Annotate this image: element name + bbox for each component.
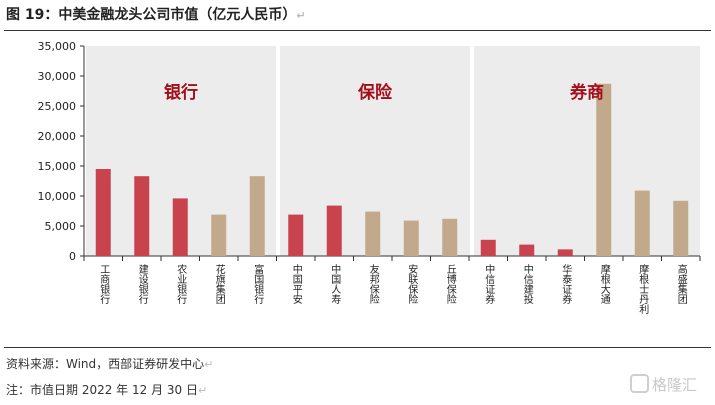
bar-华泰证券 [557,249,573,256]
group-label: 保险 [357,82,393,103]
bar-摩根大通 [596,83,612,256]
y-tick-label: 10,000 [38,190,77,203]
y-tick-label: 20,000 [38,130,77,143]
category-label: 中国人寿 [329,263,341,304]
bar-中信证券 [480,239,496,256]
category-label: 中信建投 [521,263,533,305]
category-label: 中国平安 [290,263,302,305]
date-note: 注：市值日期 2022 年 12 月 30 日↵ [6,383,208,397]
group-label: 券商 [569,82,604,103]
bar-工商银行 [95,169,111,256]
category-label: 富国银行 [252,263,264,305]
bar-丘博保险 [442,218,458,256]
watermark-logo-icon [629,374,649,393]
figure-title: 图 19：中美金融龙头公司市值（亿元人民币）↵ [6,7,306,23]
y-tick-label: 0 [69,250,76,263]
category-label: 农业银行 [175,263,187,305]
y-tick-label: 5,000 [45,220,77,233]
category-label: 工商银行 [98,264,110,305]
bottom-rule [4,347,711,348]
y-tick-label: 15,000 [38,160,77,173]
category-label: 安联保险 [406,263,418,305]
category-label: 华泰证券 [560,263,572,305]
bar-花旗集团 [211,214,227,256]
bar-摩根士丹利 [634,190,650,256]
category-label: 友邦保险 [367,263,379,305]
bar-中国平安 [288,214,304,256]
source-note: 资料来源：Wind，西部证券研发中心↵ [6,357,214,371]
y-tick-label: 25,000 [38,100,77,113]
bar-高盛集团 [673,200,689,256]
top-rule [4,30,711,31]
bar-中国人寿 [326,205,342,256]
group-label: 银行 [164,82,198,103]
category-label: 建设银行 [136,263,148,305]
bar-建设银行 [134,176,150,256]
category-label: 摩根士丹利 [637,263,649,314]
category-label: 花旗集团 [213,263,225,305]
bar-安联保险 [403,220,419,256]
bar-友邦保险 [365,211,381,256]
group-panel-3 [474,46,700,256]
bar-农业银行 [172,198,188,256]
watermark: 格隆汇 [629,374,697,395]
y-tick-label: 35,000 [38,40,77,53]
bar-中信建投 [519,244,535,256]
category-label: 丘博保险 [444,264,456,305]
category-label: 摩根大通 [598,263,610,304]
y-tick-label: 30,000 [38,70,77,83]
category-label: 高盛集团 [675,263,687,305]
category-label: 中信证券 [483,263,495,305]
bar-chart: 0 5,000 10,000 15,000 20,000 25,000 30,000 35,0… [38,40,701,314]
bar-富国银行 [249,176,265,256]
